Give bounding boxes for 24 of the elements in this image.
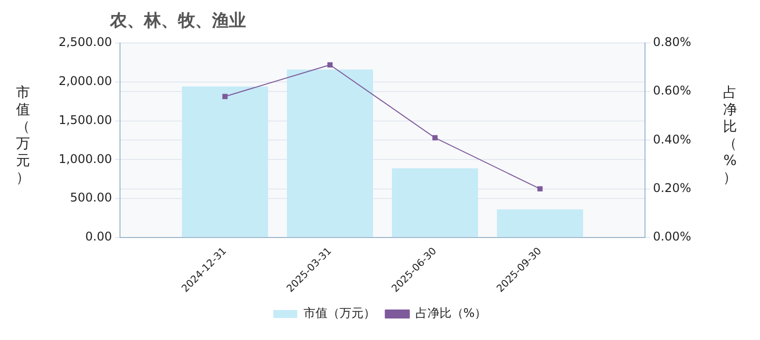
y-tick-label: 1,500.00 [58, 112, 112, 127]
legend-label: 市值（万元） [303, 306, 376, 320]
chart-title: 农、林、牧、渔业 [110, 10, 246, 32]
y-axis-title: 市值（万元） [15, 85, 31, 187]
y-tick-label: 2,000.00 [58, 74, 112, 88]
point [222, 94, 228, 100]
y2-axis-title: 占净比（%） [722, 85, 738, 187]
y2-tick-label: 0.60% [653, 84, 692, 98]
y2-tick-label: 0.80% [653, 35, 692, 50]
y-tick-label: 1,000.00 [58, 152, 112, 166]
bar [182, 86, 268, 237]
point [537, 186, 543, 192]
bar [286, 69, 374, 237]
bar [496, 209, 584, 237]
y2-tick-label: 0.00% [653, 230, 692, 244]
bar [392, 168, 478, 237]
legend-label: 占净比（%） [415, 306, 487, 320]
y2-tick-label: 0.40% [653, 132, 692, 146]
y-tick-label: 0.00 [85, 230, 112, 244]
point [327, 62, 333, 68]
y-tick-label: 2,500.00 [58, 35, 112, 50]
y2-tick-label: 0.20% [653, 180, 692, 195]
point [432, 135, 438, 140]
y-tick-label: 500.00 [70, 190, 112, 205]
